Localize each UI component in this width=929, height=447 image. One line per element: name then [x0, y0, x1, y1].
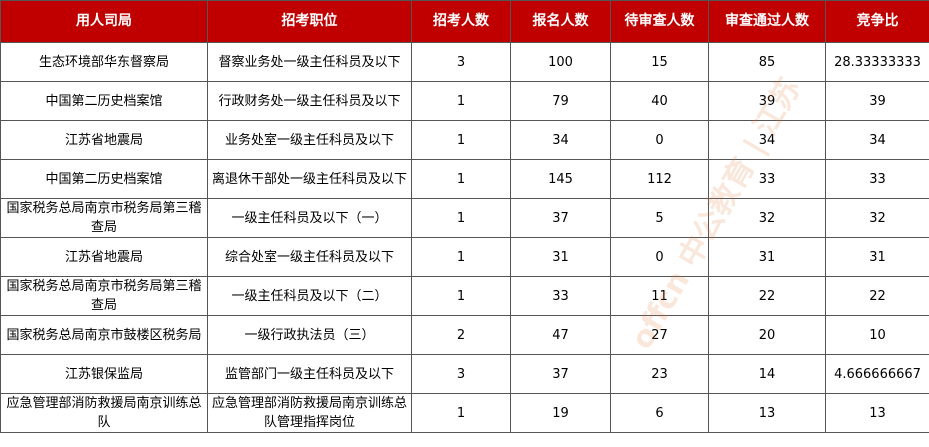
table-cell: 1 — [411, 81, 511, 121]
table-row: 江苏银保监局 监管部门一级主任科员及以下 3 37 23 14 4.666666667 — [0, 354, 929, 394]
table-cell: 江苏银保监局 — [0, 354, 208, 394]
table-cell: 应急管理部消防救援局南京训练总队 — [0, 393, 208, 433]
table-cell: 离退休干部处一级主任科员及以下 — [207, 159, 412, 199]
table-cell: 32 — [708, 198, 826, 238]
table-row: 江苏省地震局 综合处室一级主任科员及以下 1 31 0 31 31 — [0, 237, 929, 277]
table-cell: 112 — [610, 159, 709, 199]
header-cell: 待审查人数 — [610, 0, 709, 43]
table-cell: 6 — [610, 393, 709, 433]
table-cell: 1 — [411, 276, 511, 316]
table-cell: 32 — [825, 198, 929, 238]
table-cell: 中国第二历史档案馆 — [0, 81, 208, 121]
table-cell: 79 — [510, 81, 611, 121]
table-cell: 85 — [708, 42, 826, 82]
table-cell: 37 — [510, 198, 611, 238]
header-cell: 审查通过人数 — [708, 0, 826, 43]
header-cell: 报名人数 — [510, 0, 611, 43]
table-cell: 22 — [708, 276, 826, 316]
table-cell: 11 — [610, 276, 709, 316]
header-row: 用人司局 招考职位 招考人数 报名人数 待审查人数 审查通过人数 竞争比 — [0, 0, 929, 43]
table-cell: 27 — [610, 315, 709, 355]
table-cell: 业务处室一级主任科员及以下 — [207, 120, 412, 160]
table-cell: 33 — [825, 159, 929, 199]
table-cell: 34 — [825, 120, 929, 160]
table-cell: 一级行政执法员（三） — [207, 315, 412, 355]
table-row: 国家税务总局南京市税务局第三稽查局 一级主任科员及以下（二） 1 33 11 22 22 — [0, 276, 929, 316]
table-cell: 0 — [610, 237, 709, 277]
table-body: 生态环境部华东督察局 督察业务处一级主任科员及以下 3 100 15 85 28.33333… — [0, 42, 929, 433]
table-cell: 31 — [510, 237, 611, 277]
table-cell: 47 — [510, 315, 611, 355]
table-row: 江苏省地震局 业务处室一级主任科员及以下 1 34 0 34 34 — [0, 120, 929, 160]
table-row: 国家税务总局南京市税务局第三稽查局 一级主任科员及以下（一） 1 37 5 32 32 — [0, 198, 929, 238]
table-row: 国家税务总局南京市鼓楼区税务局 一级行政执法员（三） 2 47 27 20 10 — [0, 315, 929, 355]
table-cell: 江苏省地震局 — [0, 237, 208, 277]
header-cell: 招考人数 — [411, 0, 511, 43]
table-cell: 13 — [825, 393, 929, 433]
table-cell: 100 — [510, 42, 611, 82]
table-cell: 国家税务总局南京市税务局第三稽查局 — [0, 276, 208, 316]
table-cell: 23 — [610, 354, 709, 394]
table-cell: 145 — [510, 159, 611, 199]
table-cell: 40 — [610, 81, 709, 121]
table-row: 中国第二历史档案馆 离退休干部处一级主任科员及以下 1 145 112 33 33 — [0, 159, 929, 199]
data-table: 用人司局 招考职位 招考人数 报名人数 待审查人数 审查通过人数 竞争比 生态环境部华东督察… — [0, 0, 929, 433]
table-cell: 10 — [825, 315, 929, 355]
table-cell: 20 — [708, 315, 826, 355]
header-cell: 竞争比 — [825, 0, 929, 43]
table-cell: 15 — [610, 42, 709, 82]
table-cell: 37 — [510, 354, 611, 394]
table-cell: 19 — [510, 393, 611, 433]
table-cell: 3 — [411, 354, 511, 394]
table-cell: 1 — [411, 237, 511, 277]
table-cell: 31 — [825, 237, 929, 277]
table-cell: 国家税务总局南京市税务局第三稽查局 — [0, 198, 208, 238]
table-cell: 39 — [825, 81, 929, 121]
table-cell: 1 — [411, 393, 511, 433]
table-cell: 国家税务总局南京市鼓楼区税务局 — [0, 315, 208, 355]
table-cell: 1 — [411, 159, 511, 199]
header-cell: 用人司局 — [0, 0, 208, 43]
table-cell: 1 — [411, 120, 511, 160]
table-cell: 14 — [708, 354, 826, 394]
header-cell: 招考职位 — [207, 0, 412, 43]
table-cell: 39 — [708, 81, 826, 121]
table-cell: 4.666666667 — [825, 354, 929, 394]
table-row: 中国第二历史档案馆 行政财务处一级主任科员及以下 1 79 40 39 39 — [0, 81, 929, 121]
table-cell: 33 — [708, 159, 826, 199]
table-cell: 31 — [708, 237, 826, 277]
table-cell: 34 — [510, 120, 611, 160]
table-cell: 一级主任科员及以下（二） — [207, 276, 412, 316]
table-cell: 1 — [411, 198, 511, 238]
table-cell: 0 — [610, 120, 709, 160]
table-cell: 34 — [708, 120, 826, 160]
table-cell: 22 — [825, 276, 929, 316]
table-cell: 33 — [510, 276, 611, 316]
table-cell: 2 — [411, 315, 511, 355]
table-cell: 5 — [610, 198, 709, 238]
table-cell: 综合处室一级主任科员及以下 — [207, 237, 412, 277]
table-cell: 江苏省地震局 — [0, 120, 208, 160]
table-cell: 监管部门一级主任科员及以下 — [207, 354, 412, 394]
table-cell: 3 — [411, 42, 511, 82]
table-cell: 应急管理部消防救援局南京训练总队管理指挥岗位 — [207, 393, 412, 433]
table-cell: 生态环境部华东督察局 — [0, 42, 208, 82]
table-cell: 13 — [708, 393, 826, 433]
table-cell: 中国第二历史档案馆 — [0, 159, 208, 199]
table-row: 生态环境部华东督察局 督察业务处一级主任科员及以下 3 100 15 85 28.33333… — [0, 42, 929, 82]
table-cell: 督察业务处一级主任科员及以下 — [207, 42, 412, 82]
table-cell: 28.33333333 — [825, 42, 929, 82]
table-cell: 行政财务处一级主任科员及以下 — [207, 81, 412, 121]
table-cell: 一级主任科员及以下（一） — [207, 198, 412, 238]
table-row: 应急管理部消防救援局南京训练总队 应急管理部消防救援局南京训练总队管理指挥岗位 1 1… — [0, 393, 929, 433]
